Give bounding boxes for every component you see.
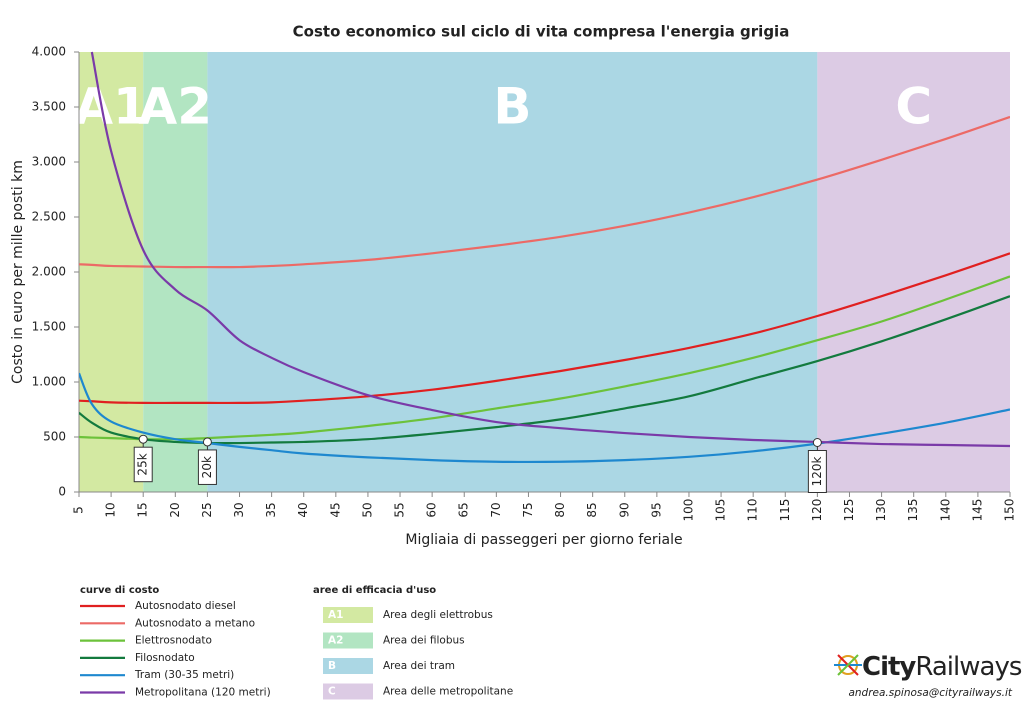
annotation-box: [807, 450, 827, 493]
region: [207, 52, 818, 492]
regions: [79, 52, 1010, 492]
legend-code: A2: [328, 635, 343, 647]
legend-title: curve di costo: [80, 585, 159, 596]
y-tick-label: 500: [43, 430, 66, 444]
y-tick-label: 3.500: [32, 100, 66, 114]
brand-part: City: [862, 652, 916, 682]
legend-label: Area dei filobus: [383, 635, 465, 647]
y-tick-label: 1.000: [32, 375, 66, 389]
legend-swatch: [323, 607, 373, 623]
legend-label: Tram (30-35 metri): [134, 669, 234, 681]
y-tick-label: 2.500: [32, 210, 66, 224]
chart-title: Costo economico sul ciclo di vita compre…: [293, 23, 790, 41]
region: [143, 52, 208, 492]
region: [817, 52, 1010, 492]
brand-part: Railways: [915, 652, 1021, 682]
x-axis-label: Migliaia di passeggeri per giorno ferial…: [405, 532, 682, 548]
region: [79, 52, 144, 492]
legend-swatch: [323, 658, 373, 674]
legend-label: Autosnodato diesel: [135, 600, 236, 612]
x-tick-label: 55: [393, 502, 407, 517]
annotation-label: 120k: [810, 457, 824, 487]
legend-code: C: [328, 686, 336, 698]
y-tick-label: 4.000: [32, 45, 66, 59]
legend-code: B: [328, 660, 336, 672]
region-label: B: [493, 78, 531, 136]
region-label: C: [895, 78, 932, 136]
legend-label: Metropolitana (120 metri): [135, 687, 271, 699]
y-tick-label: 2.000: [32, 265, 66, 279]
x-tick-label: 90: [617, 502, 631, 517]
annotation-label: 20k: [200, 456, 214, 478]
x-tick-label: 130: [874, 499, 888, 522]
x-tick-label: 105: [714, 499, 728, 522]
x-tick-label: 50: [360, 502, 374, 517]
y-tick-label: 0: [58, 485, 66, 499]
annotation-box: [133, 446, 153, 483]
y-tick-label: 1.500: [32, 320, 66, 334]
legend-swatch: [323, 683, 373, 700]
x-tick-label: 135: [906, 499, 920, 522]
x-tick-label: 25: [200, 502, 214, 517]
x-tick-label: 60: [425, 502, 439, 517]
x-tick-label: 110: [746, 499, 760, 522]
x-tick-label: 85: [585, 502, 599, 517]
annotation-point: [812, 438, 822, 447]
x-tick-label: 65: [457, 502, 471, 517]
y-tick-label: 3.000: [32, 155, 66, 169]
x-tick-label: 5: [72, 506, 86, 514]
x-tick-label: 120: [810, 499, 824, 522]
x-tick-label: 20: [168, 502, 182, 517]
x-tick-label: 30: [232, 502, 246, 517]
annotation-point: [202, 437, 212, 447]
legend-label: Elettrosnodato: [135, 635, 212, 647]
x-tick-label: 100: [681, 499, 695, 522]
legend-label: Area dei tram: [383, 660, 455, 672]
series-line: [79, 295, 1010, 445]
x-tick-label: 95: [649, 502, 663, 517]
region-label: A2: [139, 78, 213, 136]
brand: CityRailways: [862, 652, 1022, 682]
x-tick-label: 70: [489, 502, 503, 517]
legend-title: aree di efficacia d'uso: [313, 585, 436, 596]
x-tick-label: 75: [521, 502, 535, 517]
legend-code: A1: [328, 609, 343, 621]
x-tick-label: 145: [970, 499, 984, 522]
x-tick-label: 150: [1003, 499, 1017, 522]
x-tick-label: 45: [328, 502, 342, 517]
x-tick-label: 10: [104, 502, 118, 517]
annotation-label: 25k: [136, 453, 150, 475]
footer: andrea.spinosa@cityrailways.it: [848, 687, 1012, 699]
x-tick-label: 140: [938, 499, 952, 522]
legend-label: Area degli elettrobus: [383, 609, 493, 621]
x-tick-label: 35: [264, 502, 278, 517]
legend-label: Area delle metropolitane: [383, 686, 513, 698]
legend-swatch: [323, 632, 373, 649]
logo: CityRailways: [834, 652, 1023, 682]
x-tick-label: 80: [553, 502, 567, 517]
series-line: [79, 252, 1010, 405]
legend-label: Filosnodato: [135, 652, 195, 664]
x-tick-label: 15: [136, 502, 150, 517]
logo-icon: [837, 654, 859, 676]
x-tick-label: 115: [778, 499, 792, 522]
region-label: A1: [74, 78, 148, 136]
x-tick-label: 40: [296, 502, 310, 517]
legend-label: Autosnodato a metano: [135, 617, 255, 629]
x-tick-label: 125: [842, 499, 856, 522]
annotation-box: [197, 449, 217, 485]
y-axis-label: Costo in euro per mille posti km: [10, 160, 26, 384]
annotation-point: [138, 434, 148, 444]
